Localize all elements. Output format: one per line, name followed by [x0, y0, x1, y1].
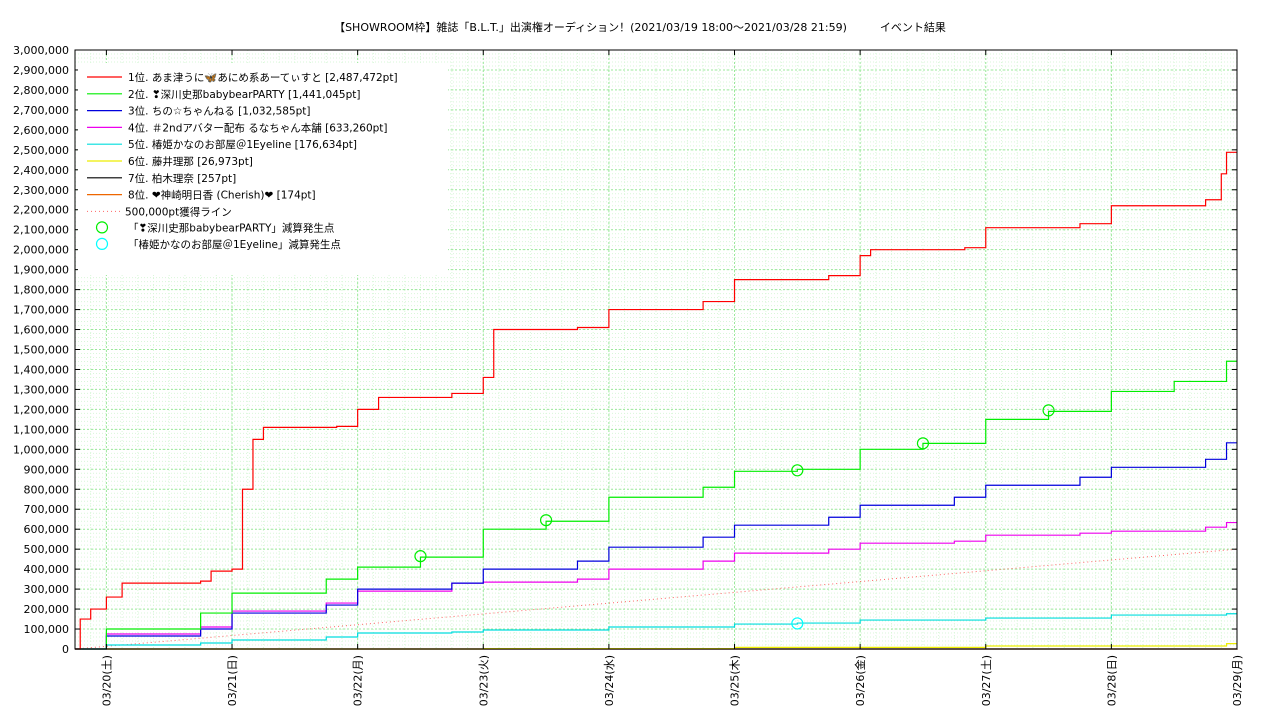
x-tick-label: 03/26(金) [853, 655, 867, 706]
y-tick-label: 1,600,000 [13, 324, 69, 337]
legend: 1位. あま津うに🦋あにめ系あーてぃすと [2,487,472pt] 2位. ❣深… [78, 63, 448, 275]
legend-label: 5位. 椿姫かなのお部屋＠1Eyeline [176,634pt] [128, 138, 357, 151]
x-tick-label: 03/22(月) [352, 655, 365, 706]
marker-point [1042, 404, 1055, 417]
y-tick-label: 2,200,000 [13, 204, 69, 217]
y-tick-label: 900,000 [24, 463, 70, 476]
legend-label: 500,000pt獲得ライン [125, 205, 232, 218]
legend-label: 1位. あま津うに🦋あにめ系あーてぃすと [2,487,472pt] [128, 71, 398, 84]
series-line [75, 360, 1237, 650]
y-tick-label: 2,400,000 [13, 164, 69, 177]
x-tick-label: 03/20(土) [100, 655, 113, 706]
marker-point [539, 514, 553, 527]
x-tick-label: 03/29(月) [1231, 655, 1244, 706]
y-tick-label: 2,900,000 [13, 64, 69, 77]
x-tick-label: 03/28(日) [1105, 655, 1118, 706]
legend-label: 4位. ＃2ndアバター配布 るなちゃん本舗 [633,260pt] [128, 121, 388, 134]
y-tick-label: 800,000 [24, 483, 70, 496]
y-tick-label: 400,000 [24, 563, 70, 576]
y-tick-label: 200,000 [24, 603, 70, 616]
marker-point [791, 464, 804, 477]
marker-point [414, 550, 427, 563]
legend-marker [95, 237, 109, 250]
marker-point [791, 617, 804, 630]
y-tick-label: 100,000 [24, 623, 70, 636]
legend-background [78, 63, 448, 275]
y-tick-label: 1,000,000 [13, 443, 69, 456]
y-tick-label: 1,300,000 [13, 383, 69, 396]
x-tick-label: 03/23(火) [477, 655, 490, 706]
series-line [75, 442, 1237, 650]
x-tick-label: 03/21(日) [226, 655, 239, 706]
axis-layer: 0 100,000 200,000 300,000 400,000 500,000 600,… [13, 44, 1244, 706]
y-tick-label: 1,900,000 [13, 264, 69, 277]
series-line [75, 521, 1237, 650]
marker-layer [414, 404, 1055, 630]
y-tick-label: 1,700,000 [13, 304, 69, 317]
legend-label: 7位. 柏木理奈 [257pt] [128, 172, 236, 185]
y-tick-label: 2,800,000 [13, 84, 69, 97]
y-tick-label: 0 [62, 643, 69, 656]
y-tick-label: 1,800,000 [13, 284, 69, 297]
y-tick-label: 700,000 [24, 503, 70, 516]
series-line [75, 613, 1237, 650]
y-tick-label: 500,000 [24, 543, 70, 556]
y-tick-label: 2,000,000 [13, 244, 69, 257]
y-tick-label: 2,300,000 [13, 184, 69, 197]
y-tick-label: 2,500,000 [13, 144, 69, 157]
legend-label: 「椿姫かなのお部屋＠1Eyeline」減算発生点 [128, 238, 341, 251]
legend-label: 6位. 藤井理那 [26,973pt] [128, 155, 253, 168]
x-tick-label: 03/27(土) [980, 655, 993, 706]
y-tick-label: 300,000 [24, 583, 70, 596]
y-tick-label: 1,200,000 [13, 403, 69, 416]
legend-label: 3位. ちの☆ちゃんねる [1,032,585pt] [128, 105, 311, 118]
y-tick-label: 1,500,000 [13, 344, 69, 357]
marker-point [916, 437, 930, 450]
legend-label: 2位. ❣深川史那babybearPARTY [1,441,045pt] [128, 88, 360, 101]
legend-label: 8位. ❤神崎明日香 (Cherish)❤ [174pt] [128, 189, 316, 202]
y-tick-label: 1,100,000 [13, 423, 69, 436]
x-tick-label: 03/24(水) [603, 655, 616, 706]
y-tick-label: 2,700,000 [13, 104, 69, 117]
y-tick-label: 3,000,000 [13, 44, 69, 57]
y-tick-label: 600,000 [24, 523, 70, 536]
legend-label: 「❣深川史那babybearPARTY」減算発生点 [128, 221, 334, 234]
x-tick-label: 03/25(木) [729, 655, 742, 706]
y-tick-label: 1,400,000 [13, 363, 69, 376]
chart-title: 【SHOWROOM枠】雑誌「B.L.T.」出演権オーディション！(2021/03… [334, 21, 946, 34]
series-line [75, 151, 1237, 650]
y-tick-label: 2,100,000 [13, 224, 69, 237]
y-tick-label: 2,600,000 [13, 124, 69, 137]
legend-marker [95, 221, 109, 234]
